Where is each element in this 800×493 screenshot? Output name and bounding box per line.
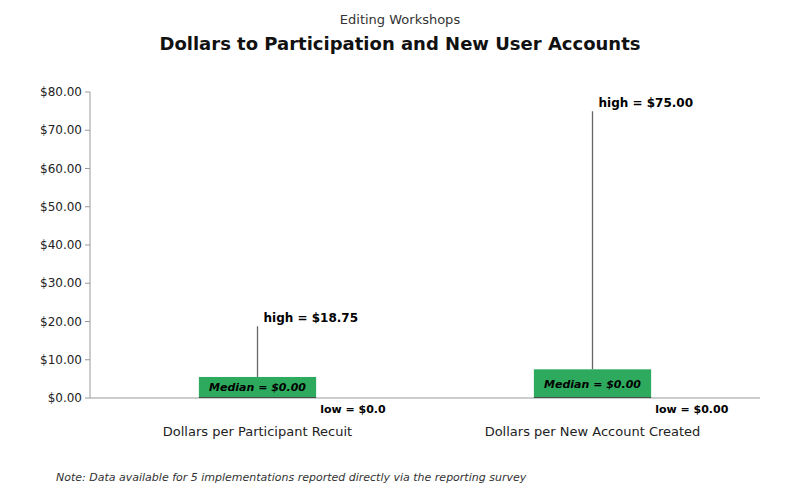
tick-label: Dollars per New Account Created: [485, 424, 701, 439]
marks: [199, 111, 651, 398]
high-label: high = $18.75: [264, 311, 359, 325]
upper-whisker: [257, 326, 258, 377]
box: [199, 377, 316, 398]
tick: [85, 130, 90, 131]
tick-label: $0.00: [48, 391, 82, 405]
median-label: Median = $0.00: [209, 381, 306, 394]
labels: Median = $0.00 high = $18.75 low = $0.0 Med…: [209, 96, 729, 416]
tick: [85, 206, 90, 207]
tick: [85, 283, 90, 284]
tick-label: $30.00: [40, 276, 82, 290]
y-axis: $0.00 $10.00 $20.00 $30.00 $40.00 $50.00 $60.0…: [40, 85, 90, 405]
chart: Editing Workshops Dollars to Participatio…: [0, 0, 800, 493]
title: Dollars to Participation and New User Ac…: [159, 33, 640, 54]
tick-label: $20.00: [40, 315, 82, 329]
y-axis-line: [90, 92, 91, 398]
tick: [85, 245, 90, 246]
tick: [85, 359, 90, 360]
x-axis: Dollars per Participant Recuit Dollars pe…: [90, 398, 760, 439]
tick: [85, 321, 90, 322]
upper-whisker: [592, 111, 593, 369]
subtitle: Editing Workshops: [340, 12, 461, 27]
tick: [85, 168, 90, 169]
note: Note: Data available for 5 implementatio…: [56, 471, 527, 484]
tick-label: $70.00: [40, 123, 82, 137]
low-label: low = $0.0: [320, 403, 386, 416]
tick-label: $40.00: [40, 238, 82, 252]
median-label: Median = $0.00: [544, 378, 641, 391]
tick-label: Dollars per Participant Recuit: [163, 424, 352, 439]
x-axis-line: [90, 398, 760, 399]
tick-label: $60.00: [40, 162, 82, 176]
low-label: low = $0.00: [655, 403, 729, 416]
tick-label: $10.00: [40, 353, 82, 367]
tick: [85, 398, 90, 399]
tick-label: $50.00: [40, 200, 82, 214]
tick-label: $80.00: [40, 85, 82, 99]
tick: [85, 92, 90, 93]
box: [534, 369, 651, 398]
high-label: high = $75.00: [599, 96, 694, 110]
